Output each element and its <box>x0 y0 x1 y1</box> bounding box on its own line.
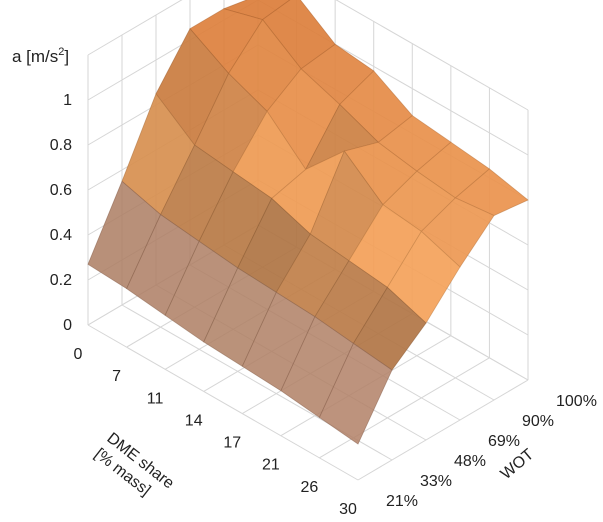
z-tick-label: 0.4 <box>50 227 72 244</box>
wall-top-edge <box>87 0 529 111</box>
floor-gridline-y <box>87 324 359 481</box>
floor-gridline-x <box>357 379 529 481</box>
z-tick-label: 0.6 <box>50 182 72 199</box>
z-axis-ticks: 0 0.2 0.4 0.6 0.8 1 <box>50 92 72 334</box>
z-tick-label: 1 <box>63 92 72 109</box>
surface-plot <box>87 0 529 445</box>
z-tick-label: 0 <box>63 317 72 334</box>
y-tick-label: 69% <box>488 433 520 450</box>
y-tick-label: 33% <box>420 473 452 490</box>
z-gridline <box>87 0 529 156</box>
surface-facet <box>318 342 393 445</box>
x-tick-label: 26 <box>301 479 319 496</box>
x-tick-label: 0 <box>74 346 83 363</box>
x-tick-label: 17 <box>223 435 241 452</box>
y-tick-label: 48% <box>454 453 486 470</box>
x-tick-label: 11 <box>147 390 164 407</box>
x-tick-label: 30 <box>339 501 357 518</box>
y-tick-label: 100% <box>556 393 597 410</box>
y-tick-label: 21% <box>386 493 418 510</box>
x-axis-ticks: 0 7 11 14 17 21 26 30 <box>74 346 357 518</box>
x-tick-label: 7 <box>112 368 121 385</box>
y-axis-label: WOT <box>498 446 538 483</box>
z-tick-label: 0.2 <box>50 272 72 289</box>
y-axis-ticks: 21%33%48%69%90%100% <box>386 393 597 510</box>
y-tick-label: 90% <box>522 413 554 430</box>
z-tick-label: 0.8 <box>50 137 72 154</box>
x-tick-label: 21 <box>262 457 280 474</box>
floor-gridline-x <box>319 357 490 459</box>
x-axis-label: DME share [% mass] <box>91 430 177 500</box>
x-tick-label: 14 <box>185 412 203 429</box>
z-axis-label: a [m/s2] <box>12 46 69 66</box>
